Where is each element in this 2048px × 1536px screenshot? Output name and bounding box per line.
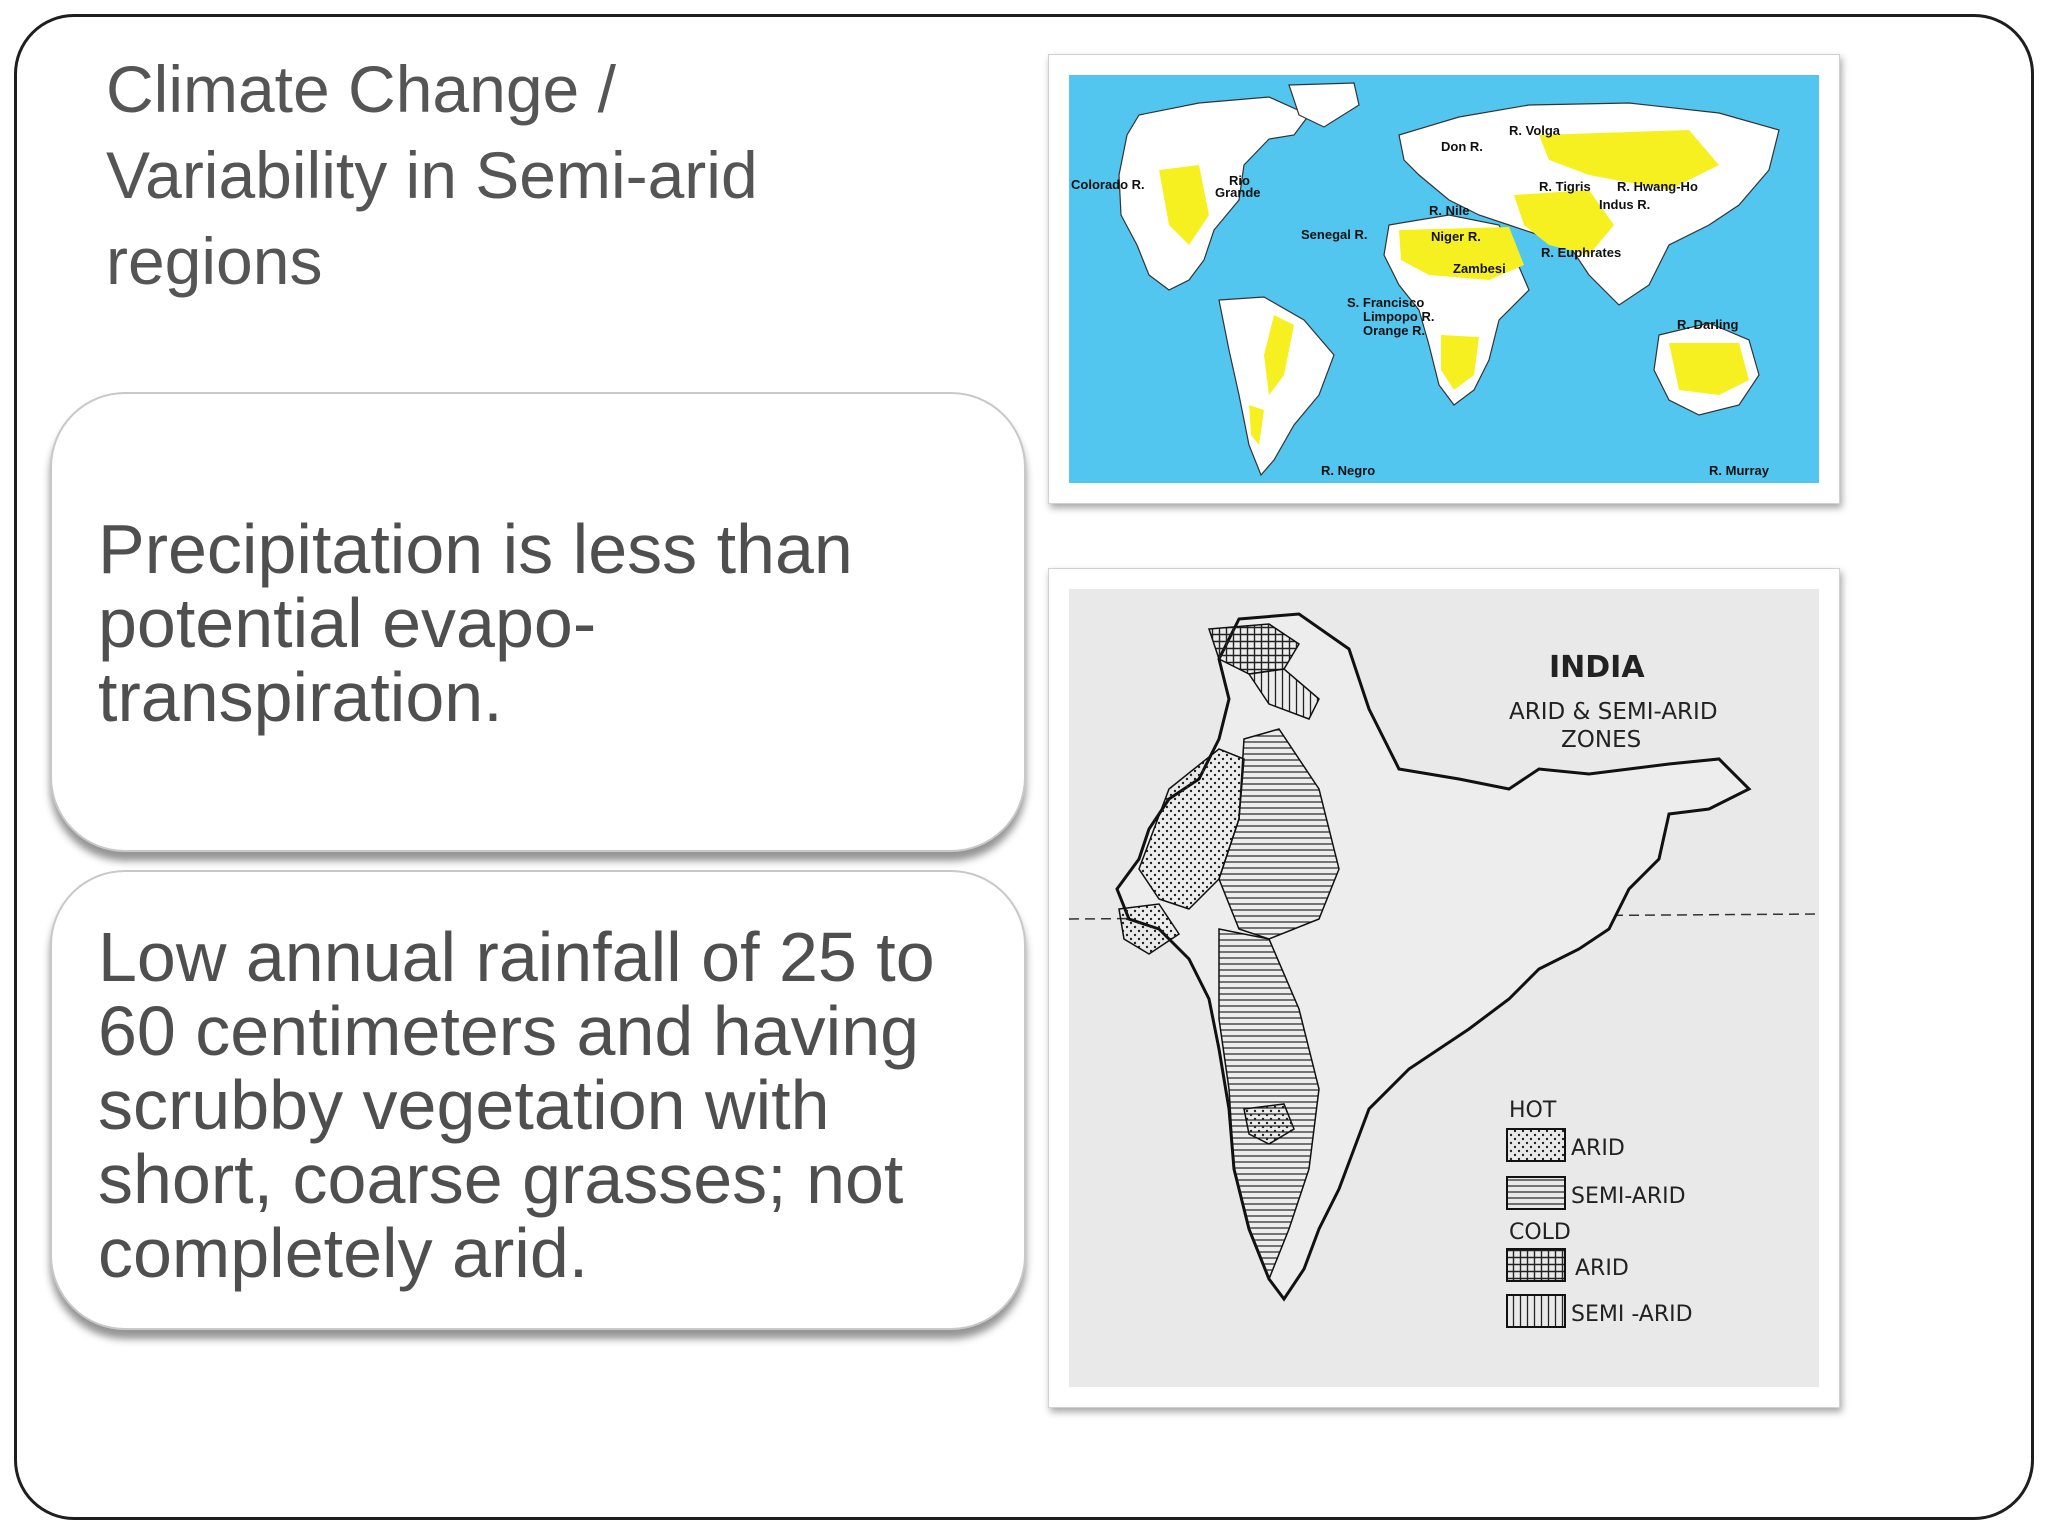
india-arid-zones-map: INDIA ARID & SEMI-ARID ZONES HOT ARID SE… [1048, 568, 1840, 1408]
map-legend: HOT ARID SEMI-ARID COLD ARID SEMI -ARID [1506, 1098, 1693, 1328]
zone-patagonia [1249, 405, 1264, 445]
river-label: Zambesi [1453, 261, 1506, 276]
river-label: R. Volga [1509, 123, 1561, 138]
bullet-box-precipitation: Precipitation is less than potential eva… [50, 392, 1026, 852]
india-map-subtitle: ZONES [1561, 727, 1641, 753]
legend-swatch-cold-semi-arid [1506, 1294, 1566, 1328]
river-label: R. Murray [1709, 463, 1770, 478]
river-label: R. Negro [1321, 463, 1375, 478]
zone-sahel [1399, 227, 1524, 280]
river-label: Rio [1229, 173, 1250, 188]
semi-arid-zones [1159, 130, 1749, 445]
river-label: S. Francisco [1347, 295, 1424, 310]
zone-hot-semi-arid [1218, 728, 1340, 940]
zone-hot-arid-gujarat [1118, 903, 1181, 955]
river-label: R. Tigris [1539, 179, 1591, 194]
greenland [1288, 82, 1360, 128]
legend-heading-hot: HOT [1509, 1098, 1557, 1123]
world-semi-arid-map: R. Volga Don R. Colorado R. Rio Grande R… [1048, 54, 1840, 504]
river-label: Senegal R. [1301, 227, 1367, 242]
zone-central-asia [1539, 130, 1719, 190]
india-map-graphic: INDIA ARID & SEMI-ARID ZONES HOT ARID SE… [1069, 589, 1819, 1387]
legend-label: ARID [1571, 1136, 1625, 1161]
india-map-title: INDIA [1549, 650, 1645, 685]
legend-swatch-cold-arid [1506, 1248, 1566, 1282]
river-label: R. Darling [1677, 317, 1738, 332]
river-label: Niger R. [1431, 229, 1481, 244]
zone-south-america [1264, 315, 1294, 395]
bullet-text: Precipitation is less than potential eva… [98, 510, 853, 736]
river-label: Indus R. [1599, 197, 1650, 212]
zone-hot-arid-deccan-patch [1243, 1103, 1295, 1145]
legend-label: SEMI -ARID [1571, 1302, 1693, 1327]
zone-hot-arid [1138, 748, 1245, 910]
zone-middle-east [1514, 190, 1614, 255]
zone-north-america [1159, 165, 1209, 245]
river-label: Orange R. [1363, 323, 1425, 338]
bullet-box-rainfall: Low annual rainfall of 25 to 60 centimet… [50, 870, 1026, 1330]
legend-swatch-hot-semi-arid [1506, 1176, 1566, 1210]
india-map-subtitle: ARID & SEMI-ARID [1509, 699, 1718, 725]
legend-swatch-hot-arid [1506, 1128, 1566, 1162]
legend-label: SEMI-ARID [1571, 1184, 1686, 1209]
zone-cold-semi-arid [1247, 668, 1320, 720]
south-america [1218, 296, 1335, 477]
river-label: Limpopo R. [1363, 309, 1435, 324]
zone-southern-africa [1441, 335, 1479, 390]
zone-hot-semi-arid-deccan [1218, 928, 1320, 1282]
legend-label: ARID [1575, 1256, 1629, 1281]
river-label: R. Euphrates [1541, 245, 1621, 260]
slide-title: Climate Change / Variability in Semi-ari… [106, 52, 758, 298]
river-label: Don R. [1441, 139, 1483, 154]
river-label: Colorado R. [1071, 177, 1145, 192]
river-label: R. Hwang-Ho [1617, 179, 1698, 194]
legend-heading-cold: COLD [1509, 1220, 1571, 1245]
world-map-graphic: R. Volga Don R. Colorado R. Rio Grande R… [1069, 75, 1819, 483]
river-label: Grande [1215, 185, 1261, 200]
river-label: R. Nile [1429, 203, 1469, 218]
zone-australia [1669, 343, 1749, 395]
bullet-text: Low annual rainfall of 25 to 60 centimet… [98, 918, 935, 1292]
